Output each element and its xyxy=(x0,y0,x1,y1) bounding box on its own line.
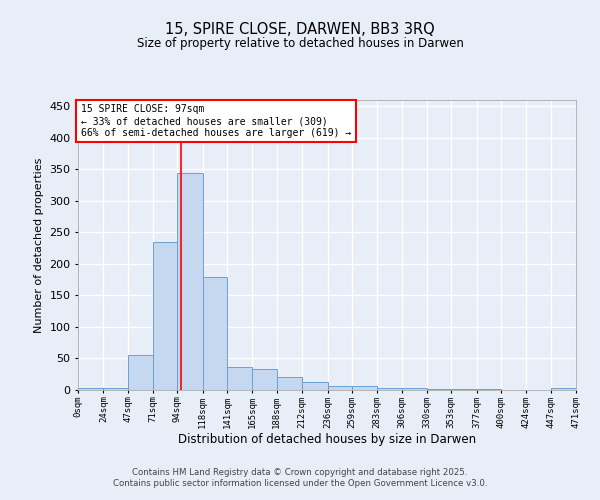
Bar xyxy=(551,388,576,390)
Bar xyxy=(427,388,451,390)
Bar xyxy=(128,356,153,390)
Bar xyxy=(78,388,103,390)
Bar xyxy=(302,382,328,390)
Bar xyxy=(377,388,401,390)
Bar xyxy=(178,172,203,390)
Bar xyxy=(227,366,253,390)
Bar xyxy=(277,378,302,390)
X-axis label: Distribution of detached houses by size in Darwen: Distribution of detached houses by size … xyxy=(178,434,476,446)
Bar xyxy=(328,386,352,390)
Text: Contains HM Land Registry data © Crown copyright and database right 2025.
Contai: Contains HM Land Registry data © Crown c… xyxy=(113,468,487,487)
Bar xyxy=(103,388,128,390)
Bar xyxy=(203,276,227,390)
Text: 15 SPIRE CLOSE: 97sqm
← 33% of detached houses are smaller (309)
66% of semi-det: 15 SPIRE CLOSE: 97sqm ← 33% of detached … xyxy=(81,104,352,138)
Bar xyxy=(401,388,427,390)
Bar xyxy=(352,386,377,390)
Text: 15, SPIRE CLOSE, DARWEN, BB3 3RQ: 15, SPIRE CLOSE, DARWEN, BB3 3RQ xyxy=(165,22,435,38)
Bar xyxy=(153,242,178,390)
Text: Size of property relative to detached houses in Darwen: Size of property relative to detached ho… xyxy=(137,38,463,51)
Bar xyxy=(253,369,277,390)
Y-axis label: Number of detached properties: Number of detached properties xyxy=(34,158,44,332)
